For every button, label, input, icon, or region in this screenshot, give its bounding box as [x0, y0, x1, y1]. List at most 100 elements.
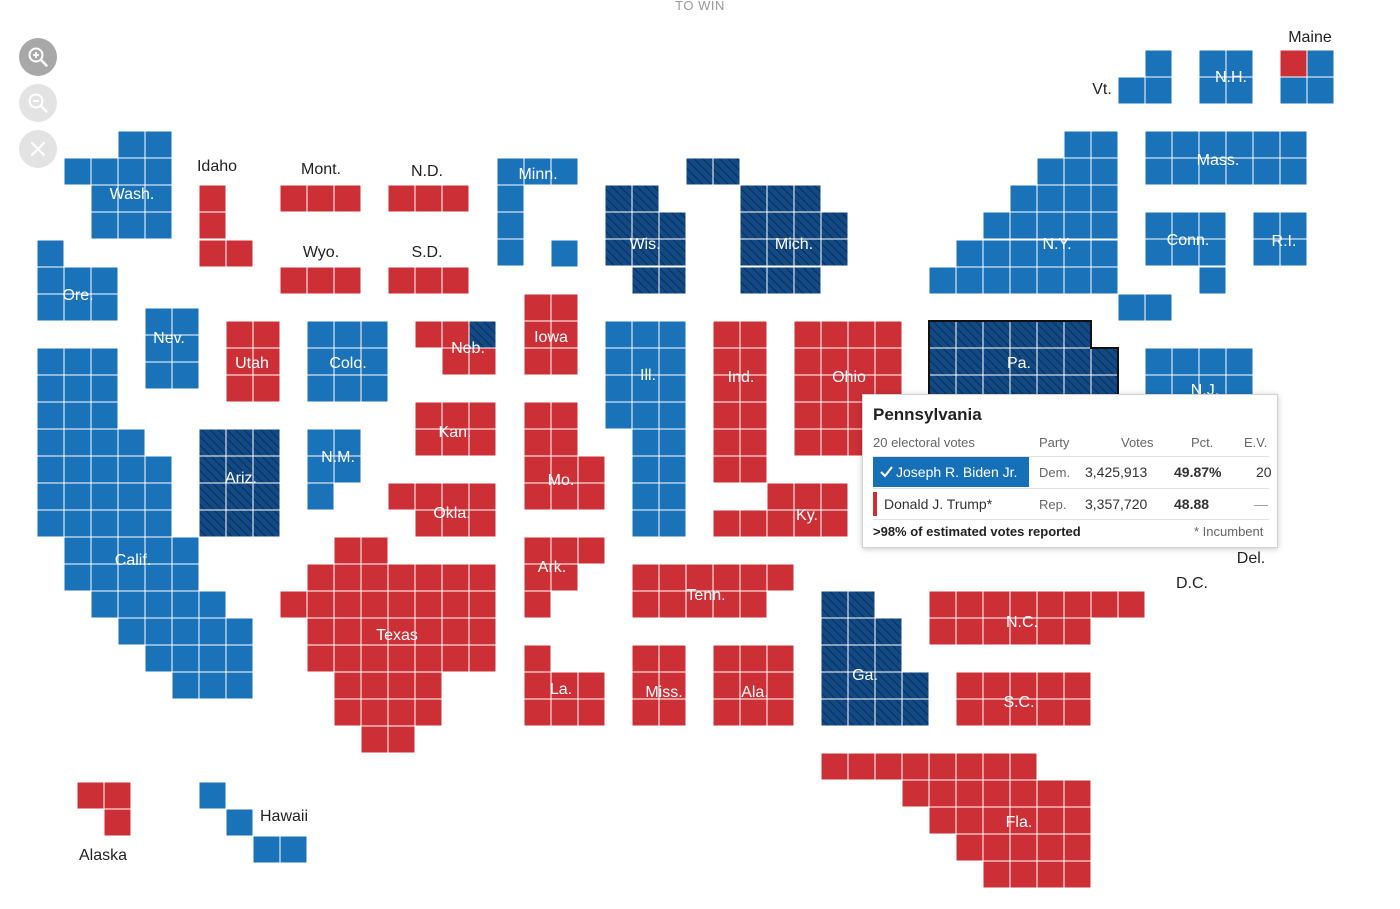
state-ore[interactable] [36, 239, 119, 322]
state-texas[interactable] [279, 536, 497, 754]
electoral-vote-tile [387, 617, 416, 646]
electoral-vote-tile [631, 211, 660, 240]
state-wash[interactable] [63, 130, 173, 240]
electoral-vote-tile [820, 752, 849, 781]
electoral-vote-tile [144, 563, 173, 592]
state-hawaii[interactable] [198, 781, 308, 864]
electoral-vote-tile [820, 347, 849, 376]
electoral-vote-tile [198, 781, 227, 810]
state-miss[interactable] [631, 644, 687, 727]
state-ind[interactable] [712, 320, 768, 484]
electoral-vote-tile [468, 482, 497, 511]
state-kan[interactable] [414, 401, 497, 457]
state-ri[interactable] [1252, 211, 1308, 267]
electoral-vote-tile [1090, 184, 1119, 213]
electoral-vote-tile [523, 590, 552, 619]
electoral-vote-tile [171, 644, 200, 673]
electoral-vote-tile [820, 482, 849, 511]
electoral-vote-tile [90, 590, 119, 619]
electoral-vote-tile [198, 239, 227, 268]
electoral-vote-tile [306, 374, 335, 403]
state-ala[interactable] [712, 644, 795, 727]
state-ill[interactable] [604, 320, 687, 538]
electoral-vote-tile [1090, 130, 1119, 159]
state-mich[interactable] [685, 157, 849, 295]
close-icon [30, 141, 46, 157]
electoral-vote-tile [874, 671, 903, 700]
state-alaska[interactable] [76, 781, 132, 837]
state-sc[interactable] [955, 671, 1092, 727]
electoral-vote-tile [712, 698, 741, 727]
state-okla[interactable] [387, 482, 497, 538]
electoral-vote-tile [1117, 590, 1146, 619]
state-ga[interactable] [820, 590, 930, 727]
electoral-vote-tile [414, 509, 443, 538]
state-misc_ne[interactable] [1117, 293, 1173, 322]
electoral-vote-tile [523, 698, 552, 727]
electoral-vote-tile [360, 644, 389, 673]
state-label-vt: Vt. [1092, 81, 1112, 98]
electoral-vote-tile [306, 590, 335, 619]
state-conn[interactable] [1144, 211, 1227, 295]
state-mo[interactable] [523, 401, 606, 511]
state-sd[interactable] [387, 266, 470, 295]
reset-map-button[interactable] [19, 130, 57, 168]
electoral-vote-tile [739, 184, 768, 213]
electoral-vote-tile [874, 347, 903, 376]
state-wis[interactable] [604, 184, 687, 295]
state-mont[interactable] [279, 184, 362, 213]
state-ariz[interactable] [198, 428, 281, 538]
state-colo[interactable] [306, 320, 389, 403]
electoral-vote-tile [658, 374, 687, 403]
state-vt[interactable] [1117, 49, 1173, 105]
electoral-vote-tile [739, 590, 768, 619]
electoral-vote-tile [523, 293, 552, 322]
electoral-vote-tile [144, 482, 173, 511]
electoral-vote-tile [658, 482, 687, 511]
state-nd[interactable] [387, 184, 470, 213]
state-ky[interactable] [712, 482, 849, 538]
electoral-vote-tile [955, 590, 984, 619]
state-la[interactable] [523, 644, 606, 727]
electoral-vote-tile [90, 211, 119, 240]
electoral-vote-tile [387, 698, 416, 727]
state-nj[interactable] [1144, 347, 1254, 403]
electoral-vote-tile [658, 320, 687, 349]
electoral-vote-tile [1036, 184, 1065, 213]
state-nh[interactable] [1198, 49, 1254, 105]
state-ny[interactable] [928, 130, 1119, 295]
electoral-vote-tile [874, 644, 903, 673]
electoral-vote-tile [306, 617, 335, 646]
electoral-vote-tile [90, 401, 119, 430]
state-ark[interactable] [523, 536, 606, 619]
state-mass[interactable] [1144, 130, 1308, 186]
electoral-vote-tile [1036, 347, 1065, 376]
electoral-vote-tile [63, 293, 92, 322]
state-idaho[interactable] [198, 184, 254, 268]
state-iowa[interactable] [523, 293, 579, 376]
electoral-vote-tile [928, 347, 957, 376]
state-calif[interactable] [36, 347, 254, 700]
state-minn[interactable] [496, 157, 579, 268]
electoral-vote-tile [306, 644, 335, 673]
electoral-vote-tile [414, 428, 443, 457]
zoom-in-button[interactable] [19, 38, 57, 76]
electoral-vote-tile [387, 725, 416, 754]
state-nc[interactable] [928, 590, 1146, 646]
state-nm[interactable] [306, 428, 362, 511]
electoral-vote-tile [631, 266, 660, 295]
electoral-vote-tile [820, 644, 849, 673]
state-wyo[interactable] [279, 266, 362, 295]
state-fla[interactable] [820, 752, 1092, 889]
state-tenn[interactable] [631, 563, 795, 619]
zoom-out-button[interactable] [19, 84, 57, 122]
electoral-vote-tile [982, 266, 1011, 295]
electoral-vote-tile [1009, 239, 1038, 268]
electoral-vote-tile [766, 698, 795, 727]
electoral-vote-tile [1009, 698, 1038, 727]
electoral-vote-tile [631, 374, 660, 403]
state-nev[interactable] [144, 307, 200, 390]
state-utah[interactable] [225, 320, 281, 403]
state-label-alaska: Alaska [79, 847, 127, 864]
